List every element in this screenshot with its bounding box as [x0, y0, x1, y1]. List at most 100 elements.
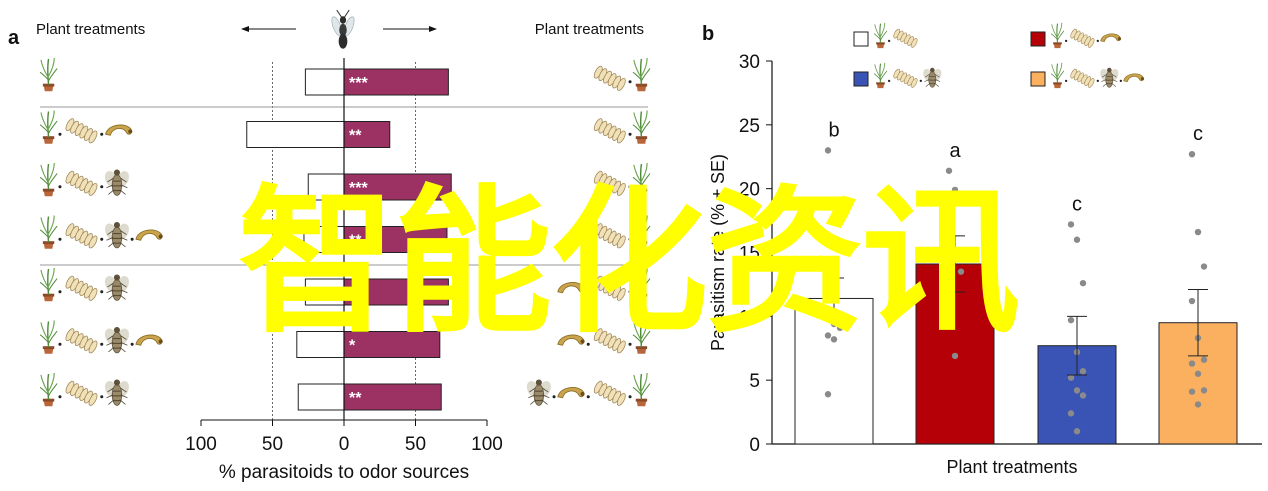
plant-icon: [39, 267, 58, 303]
plus-dot-icon: [58, 132, 62, 136]
data-point: [1200, 356, 1208, 363]
plant-icon: [632, 372, 651, 408]
bar-group-3: c: [1037, 193, 1117, 445]
plus-dot-icon: [130, 237, 134, 241]
data-point: [1079, 279, 1087, 287]
data-point: [1194, 401, 1202, 408]
eggs-icon: [592, 274, 628, 303]
data-point: [836, 324, 844, 332]
larva-icon: [557, 386, 586, 399]
larva-icon: [135, 334, 164, 346]
eggs-icon: [63, 327, 100, 355]
panel-b-legend: [853, 22, 1145, 89]
larva-icon: [557, 281, 586, 294]
significance-letter: a: [949, 140, 961, 162]
plus-dot-icon: [887, 39, 891, 43]
plus-dot-icon: [1119, 79, 1122, 83]
eggs-icon: [592, 327, 628, 355]
plus-dot-icon: [100, 290, 104, 294]
plus-dot-icon: [1064, 39, 1068, 43]
legend-item-3: [853, 62, 944, 89]
bar-group-1: b: [794, 119, 874, 445]
panel-a-left-header: Plant treatments: [36, 21, 145, 38]
row-2: **: [39, 109, 651, 148]
significance-label: ***: [349, 75, 368, 92]
plus-dot-icon: [100, 395, 104, 399]
plant-icon: [39, 162, 58, 198]
eggs-icon: [592, 222, 628, 250]
plant-icon: [632, 214, 651, 250]
significance-letter: b: [828, 119, 839, 141]
plant-icon: [39, 372, 58, 408]
legend-item-1: [853, 22, 919, 49]
plus-dot-icon: [628, 80, 632, 84]
panel-a-chart: **************100 50 0 50 100% parasitoids t…: [39, 57, 651, 483]
plant-icon: [39, 109, 58, 145]
plant-icon: [1050, 62, 1065, 89]
plus-dot-icon: [628, 290, 632, 294]
right-bar: [343, 121, 391, 148]
plus-dot-icon: [100, 342, 104, 346]
left-bar: [307, 173, 345, 201]
legend-swatch: [1030, 31, 1046, 47]
plus-dot-icon: [100, 185, 104, 189]
plus-dot-icon: [1096, 39, 1099, 43]
bar: [794, 297, 874, 445]
eggs-icon: [592, 169, 628, 198]
legend-item-2: [1030, 22, 1122, 49]
plus-dot-icon: [628, 395, 632, 399]
significance-label: *: [349, 285, 356, 302]
y-axis-label: Parasitism rate (% ± SE): [708, 154, 728, 351]
x-tick-label: 100: [471, 434, 503, 455]
plus-dot-icon: [58, 237, 62, 241]
adult-insect-icon: [101, 378, 132, 406]
row-6: *: [39, 319, 651, 358]
row-4: **: [39, 214, 651, 253]
left-bar: [304, 68, 345, 96]
plant-icon: [873, 62, 888, 89]
data-point: [1194, 228, 1202, 236]
plant-icon: [39, 214, 58, 250]
significance-letter: c: [1072, 193, 1082, 215]
left-bar: [246, 121, 345, 148]
adult-insect-icon: [101, 326, 132, 354]
left-bar: [297, 383, 345, 411]
eggs-icon: [63, 274, 100, 303]
plus-dot-icon: [552, 395, 556, 399]
y-tick-label: 20: [739, 180, 760, 201]
panel-a-xlabel: % parasitoids to odor sources: [219, 462, 469, 483]
y-tick-label: 10: [739, 307, 760, 328]
plus-dot-icon: [919, 79, 922, 83]
significance-letter: c: [1193, 123, 1203, 145]
bar-group-2: a: [915, 140, 995, 445]
legend-swatch: [853, 31, 869, 47]
wasp-icon: [329, 9, 357, 50]
right-bar: [343, 68, 449, 96]
data-point: [1079, 368, 1087, 375]
right-arrow-icon: [383, 26, 437, 32]
eggs-icon: [592, 117, 628, 145]
data-point: [1200, 263, 1208, 270]
eggs-icon: [592, 379, 628, 408]
plant-icon: [632, 57, 651, 93]
significance-label: **: [349, 233, 362, 250]
right-bar: [343, 173, 452, 201]
adult-insect-icon: [1097, 67, 1121, 88]
panel-b-chart: 0 5 10 15 20 25 30 Parasitism rate (% ± SE) Plan…: [708, 52, 1262, 477]
plus-dot-icon: [586, 290, 590, 294]
data-point: [1079, 392, 1087, 399]
panel-a-letter: a: [8, 27, 20, 49]
row-7: **: [39, 372, 651, 411]
data-point: [1067, 410, 1075, 417]
x-axis-label: Plant treatments: [946, 457, 1077, 477]
data-point: [945, 282, 953, 289]
eggs-icon: [63, 169, 100, 198]
plant-icon: [39, 57, 58, 93]
x-tick-label: 0: [339, 434, 350, 455]
data-point: [824, 147, 832, 154]
adult-insect-icon: [920, 67, 944, 88]
data-point: [1073, 236, 1081, 243]
plant-icon: [632, 267, 651, 303]
data-point: [1188, 297, 1196, 305]
right-bar: [343, 278, 449, 306]
